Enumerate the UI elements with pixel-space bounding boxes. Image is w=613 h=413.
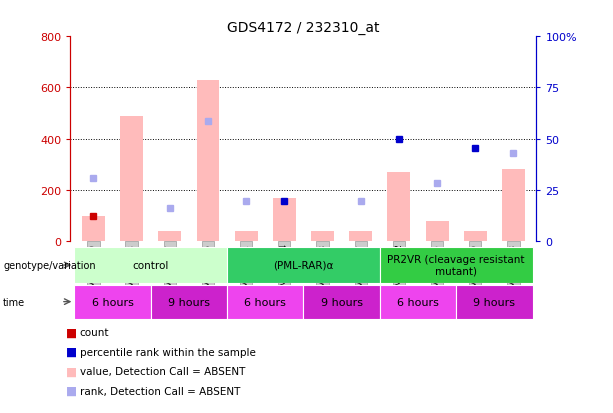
Text: count: count bbox=[80, 328, 109, 337]
Text: control: control bbox=[132, 260, 169, 271]
Bar bbox=[425, 221, 449, 242]
Bar bbox=[158, 231, 181, 242]
Text: rank, Detection Call = ABSENT: rank, Detection Call = ABSENT bbox=[80, 386, 240, 396]
Text: genotype/variation: genotype/variation bbox=[3, 260, 96, 271]
Bar bbox=[151, 285, 227, 319]
Bar bbox=[74, 285, 151, 319]
Text: (PML-RAR)α: (PML-RAR)α bbox=[273, 260, 333, 271]
Bar bbox=[197, 81, 219, 242]
Bar bbox=[464, 231, 487, 242]
Text: 6 hours: 6 hours bbox=[245, 297, 286, 307]
Text: 9 hours: 9 hours bbox=[473, 297, 516, 307]
Title: GDS4172 / 232310_at: GDS4172 / 232310_at bbox=[227, 21, 379, 35]
Bar bbox=[227, 285, 303, 319]
Bar bbox=[273, 198, 296, 242]
Bar bbox=[82, 216, 105, 242]
Text: ■: ■ bbox=[66, 384, 77, 397]
Text: 6 hours: 6 hours bbox=[91, 297, 134, 307]
Text: 6 hours: 6 hours bbox=[397, 297, 439, 307]
Bar bbox=[303, 285, 380, 319]
Text: PR2VR (cleavage resistant
mutant): PR2VR (cleavage resistant mutant) bbox=[387, 254, 525, 276]
Bar bbox=[387, 173, 410, 242]
Bar bbox=[380, 285, 456, 319]
Bar bbox=[120, 116, 143, 242]
Bar bbox=[502, 170, 525, 242]
Bar bbox=[227, 248, 380, 283]
Bar bbox=[349, 231, 372, 242]
Text: 9 hours: 9 hours bbox=[168, 297, 210, 307]
Bar bbox=[74, 248, 227, 283]
Bar bbox=[380, 248, 533, 283]
Bar bbox=[235, 231, 257, 242]
Text: ■: ■ bbox=[66, 345, 77, 358]
Text: ■: ■ bbox=[66, 365, 77, 378]
Text: 9 hours: 9 hours bbox=[321, 297, 363, 307]
Bar bbox=[456, 285, 533, 319]
Bar bbox=[311, 231, 334, 242]
Text: value, Detection Call = ABSENT: value, Detection Call = ABSENT bbox=[80, 366, 245, 376]
Text: time: time bbox=[3, 297, 25, 307]
Text: ■: ■ bbox=[66, 326, 77, 339]
Text: percentile rank within the sample: percentile rank within the sample bbox=[80, 347, 256, 357]
